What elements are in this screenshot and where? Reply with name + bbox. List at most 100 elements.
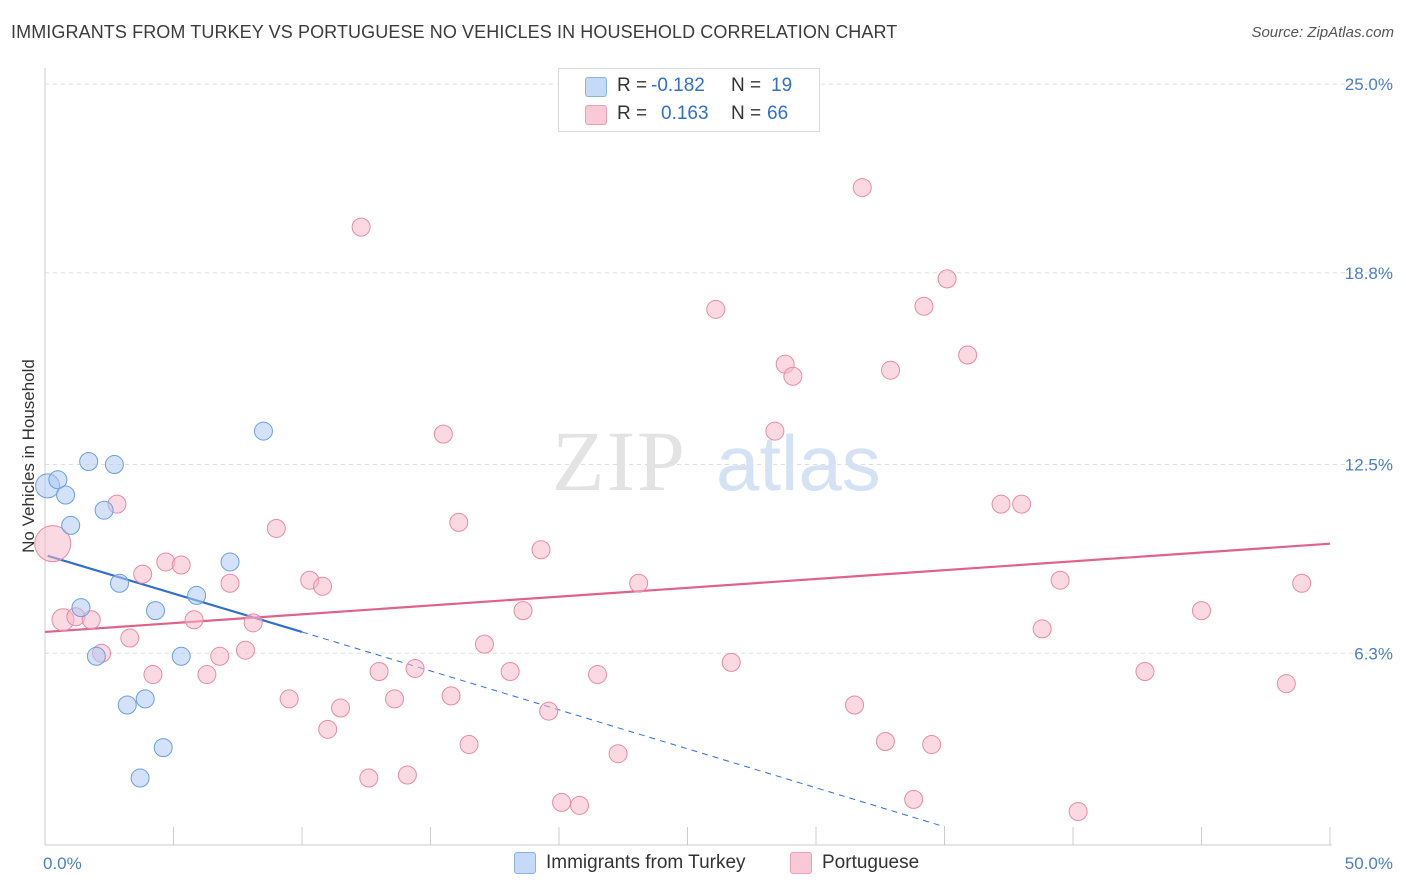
point-portuguese [991, 494, 1011, 514]
point-turkey [253, 421, 273, 441]
point-portuguese [500, 662, 520, 682]
gridlines [45, 83, 1390, 654]
legend-r-value: 0.163 [661, 103, 709, 124]
point-portuguese [449, 512, 469, 532]
point-turkey [71, 598, 91, 618]
point-portuguese [588, 665, 608, 685]
point-portuguese [313, 576, 333, 596]
point-portuguese [459, 735, 479, 755]
point-portuguese [81, 610, 101, 630]
legend-swatch-turkey [585, 77, 607, 97]
point-portuguese [331, 698, 351, 718]
point-turkey [153, 738, 173, 758]
point-portuguese [156, 552, 176, 572]
point-turkey [61, 515, 81, 535]
point-portuguese [1192, 601, 1211, 621]
legend-r-label: R = [617, 75, 648, 96]
point-portuguese [1135, 662, 1155, 682]
y-tick-label: 25.0% [1345, 75, 1393, 94]
watermark-atlas: atlas [716, 419, 881, 507]
point-portuguese [608, 744, 628, 764]
point-turkey [94, 500, 114, 520]
legend-swatch-portuguese [585, 105, 607, 125]
point-portuguese [171, 555, 191, 575]
point-portuguese [359, 768, 379, 788]
point-turkey [130, 768, 150, 788]
legend-n-label: N = [731, 75, 762, 96]
point-portuguese [904, 789, 924, 809]
correlation-legend: R = -0.182 N = 19 R = 0.163 N = 66 [558, 68, 820, 132]
point-portuguese [351, 217, 371, 237]
legend-swatch-portuguese [790, 852, 812, 874]
point-portuguese [397, 765, 417, 785]
legend-label-turkey: Immigrants from Turkey [546, 852, 746, 873]
legend-n-value: 19 [771, 75, 793, 96]
data-points [34, 178, 1312, 822]
legend-r-label: R = [617, 103, 648, 124]
point-portuguese [765, 421, 785, 441]
point-portuguese [220, 573, 240, 593]
point-portuguese [143, 665, 163, 685]
point-turkey [48, 470, 68, 490]
watermark-zip: ZIP [552, 413, 687, 509]
point-portuguese [629, 573, 649, 593]
legend-swatch-turkey [514, 852, 536, 874]
point-portuguese [958, 345, 978, 365]
point-portuguese [243, 613, 263, 633]
chart-title: IMMIGRANTS FROM TURKEY VS PORTUGUESE NO … [11, 22, 898, 42]
point-portuguese [721, 652, 741, 672]
y-tick-label: 18.8% [1345, 264, 1393, 283]
point-turkey [56, 485, 76, 505]
point-portuguese [235, 640, 255, 660]
point-portuguese [441, 686, 461, 706]
point-portuguese [385, 689, 405, 709]
tick-labels: 6.3% 12.5% 18.8% 25.0% 0.0% 50.0% [43, 75, 1393, 873]
point-portuguese [34, 525, 72, 563]
point-portuguese [433, 424, 453, 444]
point-portuguese [1068, 802, 1088, 822]
point-turkey [79, 452, 99, 471]
legend-item-portuguese: Portuguese [790, 852, 919, 874]
y-tick-label: 6.3% [1354, 644, 1393, 663]
point-turkey [110, 573, 130, 593]
point-portuguese [279, 689, 299, 709]
point-portuguese [1032, 619, 1052, 639]
point-portuguese [184, 610, 204, 630]
point-portuguese [1276, 674, 1296, 694]
x-tick-label: 0.0% [43, 854, 82, 873]
point-turkey [187, 585, 207, 605]
point-portuguese [210, 646, 230, 666]
y-tick-label: 12.5% [1345, 456, 1393, 475]
legend-n-label: N = [731, 103, 762, 124]
legend-n-value: 66 [767, 103, 789, 124]
point-portuguese [318, 719, 338, 739]
point-portuguese [369, 662, 389, 682]
point-portuguese [1292, 573, 1312, 593]
point-portuguese [706, 299, 726, 319]
point-portuguese [266, 518, 286, 538]
point-turkey [220, 552, 240, 572]
source-label: Source: ZipAtlas.com [1251, 24, 1394, 41]
point-portuguese [539, 701, 559, 721]
point-portuguese [875, 732, 895, 752]
point-portuguese [937, 269, 957, 289]
point-turkey [146, 601, 166, 621]
point-portuguese [570, 795, 590, 815]
point-turkey [86, 646, 106, 666]
point-portuguese [513, 601, 533, 621]
point-portuguese [133, 564, 153, 584]
point-portuguese [197, 665, 217, 685]
point-turkey [171, 646, 191, 666]
point-portuguese [922, 735, 942, 755]
y-axis-label: No Vehicles in Household [19, 359, 38, 553]
point-portuguese [531, 540, 551, 560]
point-turkey [104, 455, 124, 475]
point-portuguese [1012, 494, 1032, 514]
point-portuguese [845, 695, 865, 715]
trend-extension-turkey [301, 631, 945, 828]
point-portuguese [405, 658, 425, 678]
point-portuguese [881, 360, 901, 380]
x-tick-label: 50.0% [1345, 854, 1393, 873]
axes [44, 68, 1332, 846]
